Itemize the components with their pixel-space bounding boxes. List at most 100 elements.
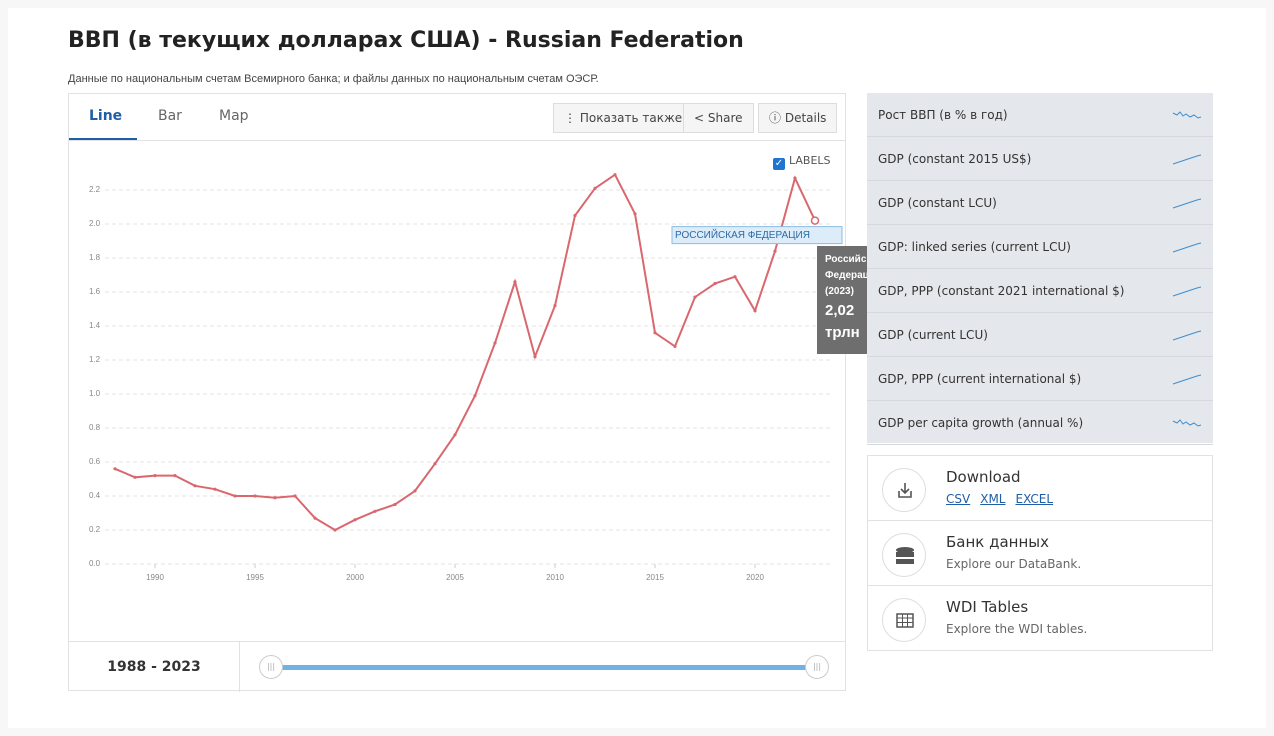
data-point [373,509,377,513]
tab[interactable]: Map [219,108,249,124]
download-card: Download CSV XML EXCEL [868,456,1212,521]
data-line [114,173,816,532]
link[interactable]: EXCEL [1015,492,1054,506]
data-point [653,331,657,335]
link[interactable]: XML [980,492,1006,506]
data-point [313,516,317,520]
sparkline [1172,374,1202,385]
chart-panel: Line Bar Map ⋮ Показать также < Share ⓘ … [68,93,846,692]
range-label: 1988 - 2023 [69,642,240,692]
data-point [193,484,197,488]
card-title: Банк данных [946,533,1050,551]
tab[interactable]: Line [89,108,123,124]
y-tick-label: 2.2 [89,185,101,194]
sparkline [1172,330,1202,341]
related-label: GDP (current LCU) [878,328,988,342]
related-label: GDP: linked series (current LCU) [878,240,1071,254]
icon [896,613,914,628]
labels-toggle[interactable]: ✓ LABELS [773,154,831,170]
related-item[interactable]: GDP, PPP (constant 2021 international $) [867,269,1213,313]
wdi-card[interactable]: WDI Tables Explore the WDI tables. [868,586,1212,651]
data-point [173,474,177,478]
data-point [113,467,117,471]
range-bar: 1988 - 2023 ||| ||| [69,641,845,692]
sparkline-path [1172,154,1202,165]
data-point [673,344,677,348]
table-icon [882,598,926,642]
tab[interactable]: Bar [158,108,182,124]
slider-handle[interactable]: ||| [259,655,283,679]
data-point [213,487,217,491]
x-tick-label: 2000 [346,573,364,582]
cards: Download CSV XML EXCEL Банк данных Explore… [867,455,1213,651]
sparkline-path [1172,419,1202,427]
slider-track [274,665,819,670]
download-icon [882,468,926,512]
data-point [153,474,157,478]
data-point [713,281,717,286]
download-links: CSV XML EXCEL [946,492,1063,506]
sparkline [1172,154,1202,165]
slider-handle[interactable]: ||| [805,655,829,679]
databank-icon [882,533,926,577]
data-point [513,280,517,284]
sparkline [1172,242,1202,253]
data-point [393,502,397,507]
button-label: Share [707,111,743,125]
data-point [553,304,557,308]
data-point [573,213,577,218]
card-title: WDI Tables [946,598,1029,616]
details-button[interactable]: ⓘ Details [758,103,838,133]
share-button[interactable]: < Share [683,103,754,133]
related-item[interactable]: GDP per capita growth (annual %) [867,401,1213,445]
related-label: GDP (constant LCU) [878,196,997,210]
sparkline-path [1172,374,1202,385]
data-point [693,295,697,299]
data-point [353,518,357,522]
related-item[interactable]: GDP: linked series (current LCU) [867,225,1213,269]
series-label: РОССИЙСКАЯ ФЕДЕРАЦИЯ [675,228,810,241]
subtitle: Данные по национальным счетам Всемирного… [68,73,599,85]
y-tick-label: 0.6 [89,457,101,466]
tooltip-value: 2,02 трлн [825,302,860,341]
related-item[interactable]: GDP (constant 2015 US$) [867,137,1213,181]
x-tick-label: 2005 [446,573,464,582]
checkbox[interactable]: ✓ [773,158,785,170]
chart: 0.0 0.2 0.4 0.6 0.8 1.0 1.2 1.4 1.6 1.8 2.0 2.2 1990… [89,173,843,582]
x-tick-label: 1995 [246,573,264,582]
data-point [733,275,737,279]
related-label: Рост ВВП (в % в год) [878,108,1008,122]
show-also-button[interactable]: ⋮ Показать также [553,103,694,133]
related-item[interactable]: GDP (current LCU) [867,313,1213,357]
data-point [453,433,457,437]
data-point [593,186,597,190]
related-list: Рост ВВП (в % в год) GDP (constant 2015 U… [867,93,1213,445]
link[interactable]: CSV [946,492,971,506]
card-text: Explore the WDI tables. [946,622,1088,636]
sparkline-path [1172,242,1202,253]
data-point [293,494,297,498]
y-tick-label: 0.2 [89,525,101,534]
databank-card[interactable]: Банк данных Explore our DataBank. [868,521,1212,586]
card-title: Download [946,468,1021,486]
related-item[interactable]: GDP, PPP (current international $) [867,357,1213,401]
icon [896,547,914,564]
data-point [753,309,757,313]
sparkline [1172,286,1202,297]
data-point [633,212,637,216]
related-item[interactable]: GDP (constant LCU) [867,181,1213,225]
tooltip-name: Российская Федерация [825,254,883,281]
sparkline [1172,198,1202,209]
data-point [253,494,257,498]
data-point [413,489,417,493]
button-label: Details [784,111,827,125]
related-item[interactable]: Рост ВВП (в % в год) [867,93,1213,137]
tab-bar: Line Bar Map ⋮ Показать также < Share ⓘ … [69,94,845,141]
related-label: GDP per capita growth (annual %) [878,416,1084,430]
y-tick-label: 1.4 [89,321,101,330]
data-point [433,462,437,466]
button-label: Показать также [579,111,683,125]
y-tick-label: 1.2 [89,355,101,364]
y-tick-label: 0.4 [89,491,101,500]
